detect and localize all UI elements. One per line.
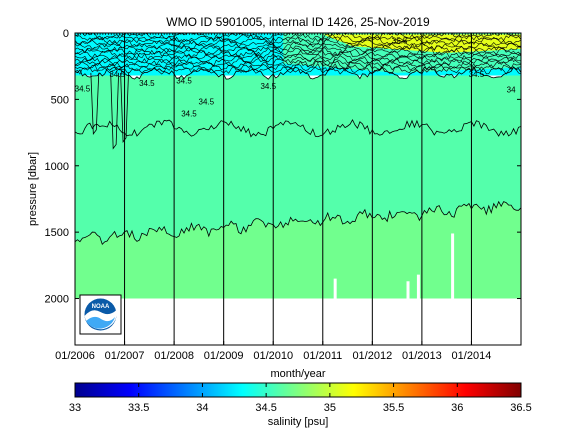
x-tick-label: 01/2014	[452, 350, 492, 362]
y-tick-label: 1000	[45, 161, 69, 173]
colorbar-tick-label: 34.5	[255, 402, 276, 414]
contour-line-surface	[75, 65, 521, 75]
missing-profile-gap	[416, 274, 420, 299]
contour-label: 34.5	[260, 82, 276, 91]
x-tick-label: 01/2006	[55, 350, 95, 362]
colorbar-tick-label: 35	[324, 402, 336, 414]
x-tick-label: 01/2011	[303, 350, 342, 362]
contour-line-surface	[75, 41, 521, 51]
noaa-logo-text: NOAA	[92, 304, 110, 310]
contour-line-surface	[75, 36, 521, 46]
contour-line-surface	[75, 44, 521, 54]
y-tick-label: 1500	[45, 227, 69, 239]
contour-lines	[75, 33, 521, 246]
contour-line-deep	[75, 200, 521, 246]
contour-label: 34.5	[75, 84, 91, 93]
missing-profile-gap	[451, 233, 455, 299]
contour-label: 34.5	[181, 110, 197, 119]
colorbar-tick-label: 33.5	[128, 402, 149, 414]
contour-line-surface	[75, 46, 521, 57]
intermediate-water-band	[75, 66, 521, 245]
contour-line-surface	[75, 33, 521, 41]
colorbar-tick-label: 33	[69, 402, 81, 414]
contour-label: 34.5	[176, 76, 192, 85]
deep-water-band	[75, 201, 521, 299]
contour-label: 34.5	[469, 70, 485, 79]
colorbar-ticks: 33 33.5 34 34.5 35 35.5 36 36.5	[69, 383, 532, 414]
contour-line-surface	[75, 39, 521, 49]
no-data-region	[75, 298, 521, 345]
profile-lines	[75, 33, 519, 345]
colorbar-tick-label: 36	[451, 402, 463, 414]
data-gaps	[75, 233, 521, 345]
x-tick-label: 01/2012	[352, 350, 392, 362]
missing-profile-gap	[333, 278, 337, 299]
y-axis: 0 500 1000 1500 2000	[45, 28, 521, 306]
contour-line-surface	[75, 55, 521, 64]
colorbar: 33 33.5 34 34.5 35 35.5 36 36.5	[69, 382, 532, 414]
x-tick-label: 01/2010	[253, 350, 293, 362]
contour-label: 34.5	[139, 79, 155, 88]
contour-label: 34.5	[199, 98, 215, 107]
x-tick-label: 01/2008	[154, 350, 194, 362]
plot-area: 34.534.534.5 34.534.534.534.535.534.534	[75, 33, 521, 345]
colorbar-gradient	[74, 382, 522, 398]
contour-label: 34	[507, 86, 516, 95]
contour-label: 35.5	[392, 37, 408, 46]
colorbar-tick-label: 36.5	[510, 402, 531, 414]
x-tick-label: 01/2009	[204, 350, 244, 362]
x-axis: 01/2006 01/2007 01/2008 01/2009 01/2010 01/20…	[55, 341, 491, 362]
contour-eddy	[90, 72, 100, 136]
contour-line-surface	[75, 52, 521, 62]
contour-eddy	[110, 72, 120, 150]
contour-line-mid	[75, 119, 521, 138]
contour-line-surface	[75, 60, 521, 70]
contour-line-surface	[75, 33, 521, 44]
contour-line-surface	[75, 62, 521, 72]
missing-profile-gap	[406, 281, 410, 299]
chart-title: WMO ID 5901005, internal ID 1426, 25-Nov…	[166, 15, 430, 29]
contour-label: 34.5	[109, 70, 125, 79]
contour-labels: 34.534.534.5 34.534.534.534.535.534.534	[75, 37, 516, 119]
colorbar-tick-label: 35.5	[383, 402, 404, 414]
contour-line-top	[75, 65, 521, 80]
x-axis-label: month/year	[270, 368, 325, 380]
noaa-logo: NOAA	[79, 294, 122, 335]
x-tick-label: 01/2013	[402, 350, 442, 362]
y-tick-label: 0	[63, 28, 69, 40]
colorbar-tick-label: 34	[196, 402, 208, 414]
plot-frame	[74, 32, 522, 346]
y-axis-label: pressure [dbar]	[27, 152, 39, 226]
x-tick-label: 01/2007	[105, 350, 145, 362]
y-tick-label: 2000	[45, 294, 69, 306]
colorbar-label: salinity [psu]	[268, 416, 329, 428]
y-tick-label: 500	[51, 94, 69, 106]
